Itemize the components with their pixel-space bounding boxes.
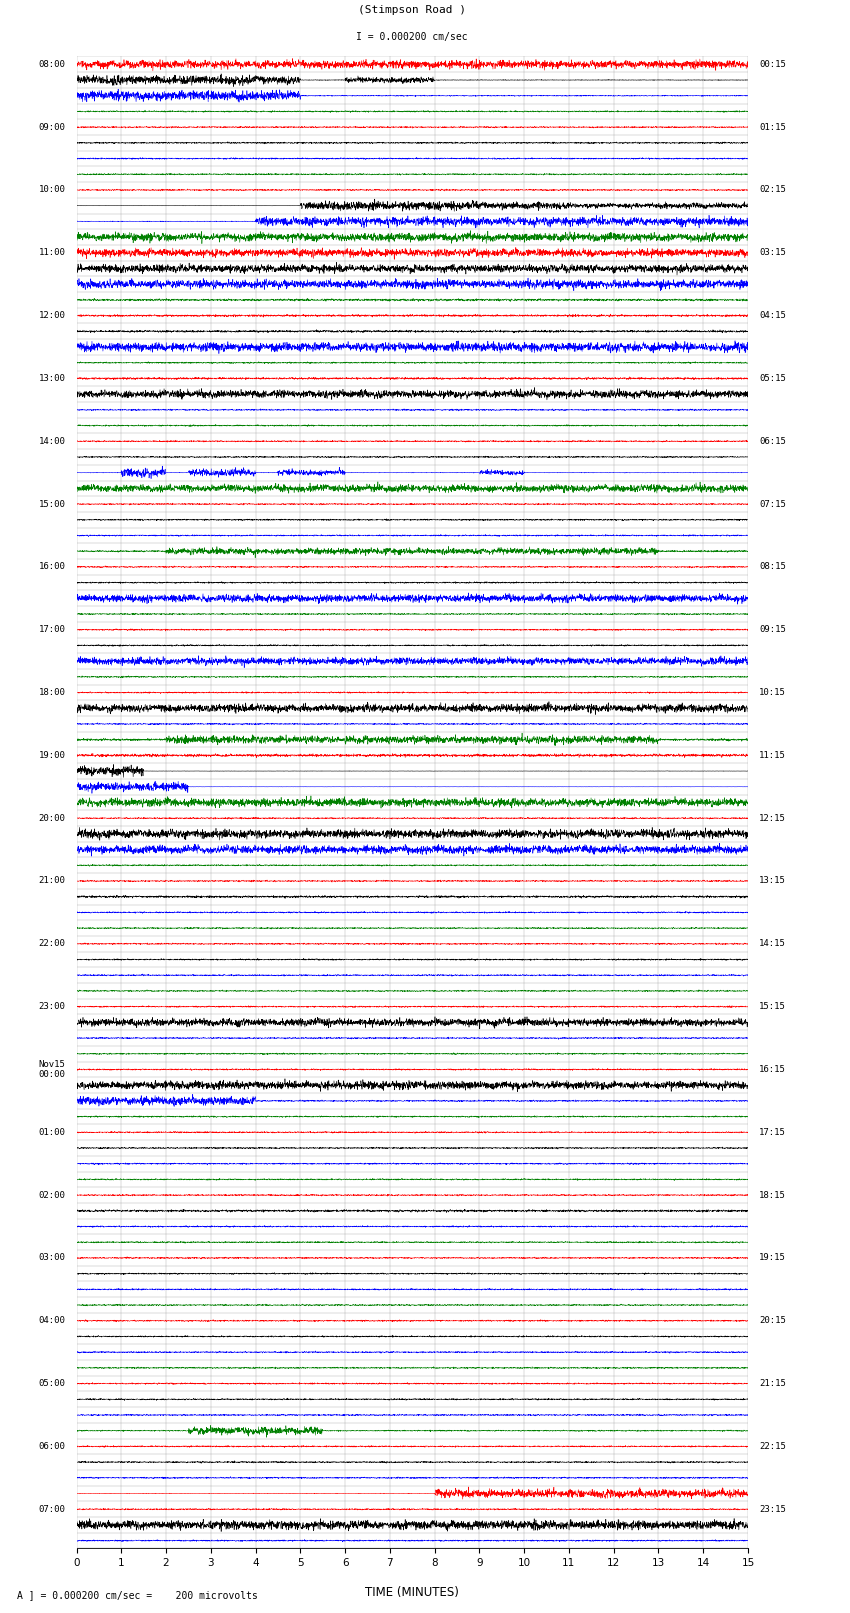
Text: 15:00: 15:00 — [38, 500, 65, 508]
Text: 17:15: 17:15 — [759, 1127, 786, 1137]
Text: (Stimpson Road ): (Stimpson Road ) — [358, 5, 467, 15]
Text: 12:00: 12:00 — [38, 311, 65, 319]
Text: 21:15: 21:15 — [759, 1379, 786, 1389]
Text: 08:00: 08:00 — [38, 60, 65, 69]
Text: 23:15: 23:15 — [759, 1505, 786, 1513]
Text: 22:15: 22:15 — [759, 1442, 786, 1452]
Text: 10:15: 10:15 — [759, 689, 786, 697]
Text: 19:00: 19:00 — [38, 750, 65, 760]
Text: 07:00: 07:00 — [38, 1505, 65, 1513]
Text: 18:15: 18:15 — [759, 1190, 786, 1200]
Text: 16:15: 16:15 — [759, 1065, 786, 1074]
Text: 00:15: 00:15 — [759, 60, 786, 69]
Text: 04:00: 04:00 — [38, 1316, 65, 1326]
Text: 06:00: 06:00 — [38, 1442, 65, 1452]
Text: A ] = 0.000200 cm/sec =    200 microvolts: A ] = 0.000200 cm/sec = 200 microvolts — [17, 1590, 258, 1600]
Text: 21:00: 21:00 — [38, 876, 65, 886]
Text: Nov15
00:00: Nov15 00:00 — [38, 1060, 65, 1079]
Text: 08:15: 08:15 — [759, 563, 786, 571]
Text: 17:00: 17:00 — [38, 626, 65, 634]
Text: 16:00: 16:00 — [38, 563, 65, 571]
Text: 01:00: 01:00 — [38, 1127, 65, 1137]
Text: 05:00: 05:00 — [38, 1379, 65, 1389]
Text: 04:15: 04:15 — [759, 311, 786, 319]
Text: 01:15: 01:15 — [759, 123, 786, 132]
Text: 14:00: 14:00 — [38, 437, 65, 445]
Text: 05:15: 05:15 — [759, 374, 786, 382]
Text: 19:15: 19:15 — [759, 1253, 786, 1263]
Text: 23:00: 23:00 — [38, 1002, 65, 1011]
Text: 09:15: 09:15 — [759, 626, 786, 634]
Text: 02:15: 02:15 — [759, 185, 786, 195]
Text: 20:00: 20:00 — [38, 813, 65, 823]
Text: 06:15: 06:15 — [759, 437, 786, 445]
Text: 07:15: 07:15 — [759, 500, 786, 508]
Text: 11:15: 11:15 — [759, 750, 786, 760]
Text: 22:00: 22:00 — [38, 939, 65, 948]
Text: 02:00: 02:00 — [38, 1190, 65, 1200]
Text: 18:00: 18:00 — [38, 689, 65, 697]
Text: 03:15: 03:15 — [759, 248, 786, 258]
Text: 15:15: 15:15 — [759, 1002, 786, 1011]
Text: 09:00: 09:00 — [38, 123, 65, 132]
Text: 14:15: 14:15 — [759, 939, 786, 948]
Text: I = 0.000200 cm/sec: I = 0.000200 cm/sec — [356, 32, 468, 42]
Text: 20:15: 20:15 — [759, 1316, 786, 1326]
Text: 10:00: 10:00 — [38, 185, 65, 195]
Text: 11:00: 11:00 — [38, 248, 65, 258]
Text: 03:00: 03:00 — [38, 1253, 65, 1263]
X-axis label: TIME (MINUTES): TIME (MINUTES) — [366, 1586, 459, 1598]
Text: 12:15: 12:15 — [759, 813, 786, 823]
Text: 13:15: 13:15 — [759, 876, 786, 886]
Text: 13:00: 13:00 — [38, 374, 65, 382]
